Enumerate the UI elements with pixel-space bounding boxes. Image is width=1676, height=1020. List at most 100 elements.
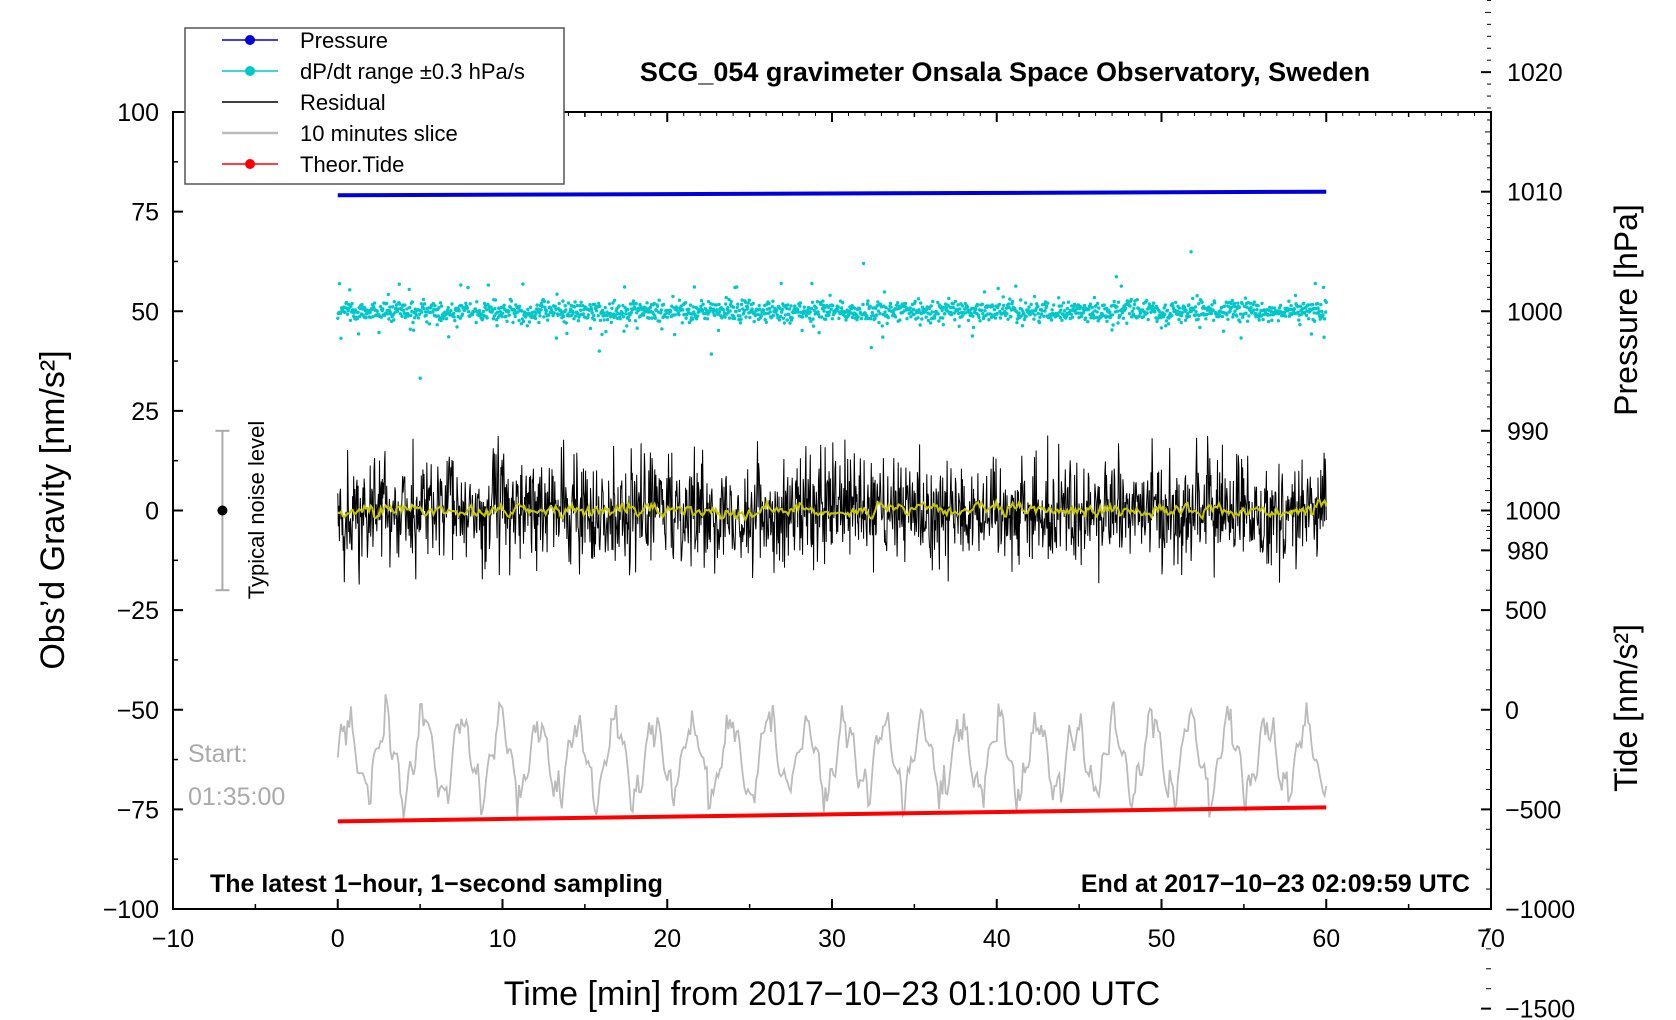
dpdt-point xyxy=(727,297,731,302)
tide-series-group xyxy=(337,805,1327,824)
dpdt-point xyxy=(1297,318,1301,322)
dpdt-point xyxy=(1064,315,1069,319)
dpdt-point xyxy=(1044,304,1049,308)
dpdt-point xyxy=(717,302,721,307)
dpdt-point xyxy=(1318,317,1322,321)
dpdt-point xyxy=(403,303,407,307)
dpdt-point xyxy=(586,313,590,317)
dpdt-point xyxy=(466,310,471,314)
y-tick-label: −75 xyxy=(117,796,159,824)
dpdt-point xyxy=(1220,314,1225,319)
dpdt-point xyxy=(1316,306,1320,310)
dpdt-point xyxy=(991,304,995,309)
dpdt-point xyxy=(533,316,538,321)
dpdt-point xyxy=(704,308,709,312)
dpdt-point xyxy=(495,310,500,314)
dpdt-point xyxy=(1116,321,1120,325)
dpdt-point xyxy=(770,305,775,309)
dpdt-point xyxy=(1069,312,1074,316)
start-time-label: 01:35:00 xyxy=(188,783,285,811)
dpdt-point xyxy=(980,308,984,312)
dpdt-point xyxy=(589,308,594,312)
dpdt-point xyxy=(1141,315,1146,319)
x-tick-label: 0 xyxy=(331,925,345,953)
dpdt-point xyxy=(920,305,925,309)
dpdt-point xyxy=(405,307,409,311)
dpdt-point xyxy=(489,305,493,309)
dpdt-point xyxy=(1230,298,1235,303)
dpdt-point xyxy=(871,314,876,318)
dpdt-point xyxy=(1283,314,1288,318)
dpdt-point xyxy=(481,316,485,321)
dpdt-point xyxy=(1319,302,1323,307)
dpdt-point xyxy=(1289,304,1293,308)
dpdt-point xyxy=(876,309,881,313)
dpdt-point xyxy=(739,317,743,321)
dpdt-point xyxy=(796,310,800,314)
dpdt-point xyxy=(660,327,664,331)
dpdt-point xyxy=(1000,307,1005,311)
dpdt-point xyxy=(1322,317,1327,321)
dpdt-point xyxy=(820,306,825,311)
dpdt-point xyxy=(1238,320,1242,324)
dpdt-point xyxy=(1072,302,1077,306)
dpdt-point xyxy=(1127,312,1132,316)
dpdt-point xyxy=(858,307,862,311)
dpdt-point xyxy=(386,312,390,316)
dpdt-point xyxy=(861,302,865,307)
dpdt-point xyxy=(1092,316,1096,320)
dpdt-point xyxy=(1304,313,1309,318)
dpdt-point xyxy=(861,261,866,266)
dpdt-point xyxy=(884,306,888,310)
dpdt-point xyxy=(1179,320,1183,325)
dpdt-point xyxy=(621,315,626,319)
dpdt-point xyxy=(971,314,975,318)
dpdt-point xyxy=(808,316,812,320)
dpdt-point xyxy=(592,318,597,322)
dpdt-point xyxy=(561,314,566,318)
dpdt-point xyxy=(411,328,416,332)
dpdt-point xyxy=(381,307,385,311)
dpdt-point xyxy=(657,298,661,302)
dpdt-point xyxy=(1162,306,1166,310)
dpdt-point xyxy=(684,316,688,320)
dpdt-point xyxy=(1114,275,1119,279)
dpdt-point xyxy=(1193,313,1197,318)
dpdt-point xyxy=(1180,311,1185,315)
dpdt-point xyxy=(870,311,875,315)
dpdt-point xyxy=(978,319,982,323)
dpdt-point xyxy=(1135,298,1139,302)
dpdt-point xyxy=(1268,313,1272,317)
pressure-axis-label: Pressure [hPa] xyxy=(1608,204,1644,416)
dpdt-point xyxy=(447,335,451,339)
dpdt-point xyxy=(952,306,956,310)
dpdt-point xyxy=(1276,319,1281,323)
dpdt-point xyxy=(1238,312,1243,316)
dpdt-point xyxy=(888,301,893,306)
dpdt-point xyxy=(821,299,825,303)
dpdt-point xyxy=(806,305,811,310)
dpdt-point xyxy=(928,312,932,316)
dpdt-point xyxy=(815,300,820,304)
dpdt-point xyxy=(737,308,742,313)
y-axis-label: Obs’d Gravity [nm/s²] xyxy=(34,350,72,669)
dpdt-point xyxy=(775,308,779,312)
dpdt-point xyxy=(764,320,768,324)
dpdt-point xyxy=(565,331,569,336)
dpdt-point xyxy=(1197,302,1201,306)
dpdt-point xyxy=(551,313,555,318)
dpdt-point xyxy=(425,320,429,324)
dpdt-point xyxy=(408,327,412,331)
y-tick-label: −50 xyxy=(117,697,159,725)
dpdt-point xyxy=(594,309,599,313)
dpdt-point xyxy=(1070,315,1075,319)
dpdt-point xyxy=(349,304,353,308)
dpdt-point xyxy=(519,322,523,326)
dpdt-point xyxy=(735,305,739,310)
dpdt-point xyxy=(576,319,581,323)
slice-line xyxy=(336,694,1328,819)
dpdt-point xyxy=(1235,314,1239,318)
dpdt-point xyxy=(709,352,714,356)
dpdt-point xyxy=(526,307,530,312)
dpdt-point xyxy=(414,313,418,317)
